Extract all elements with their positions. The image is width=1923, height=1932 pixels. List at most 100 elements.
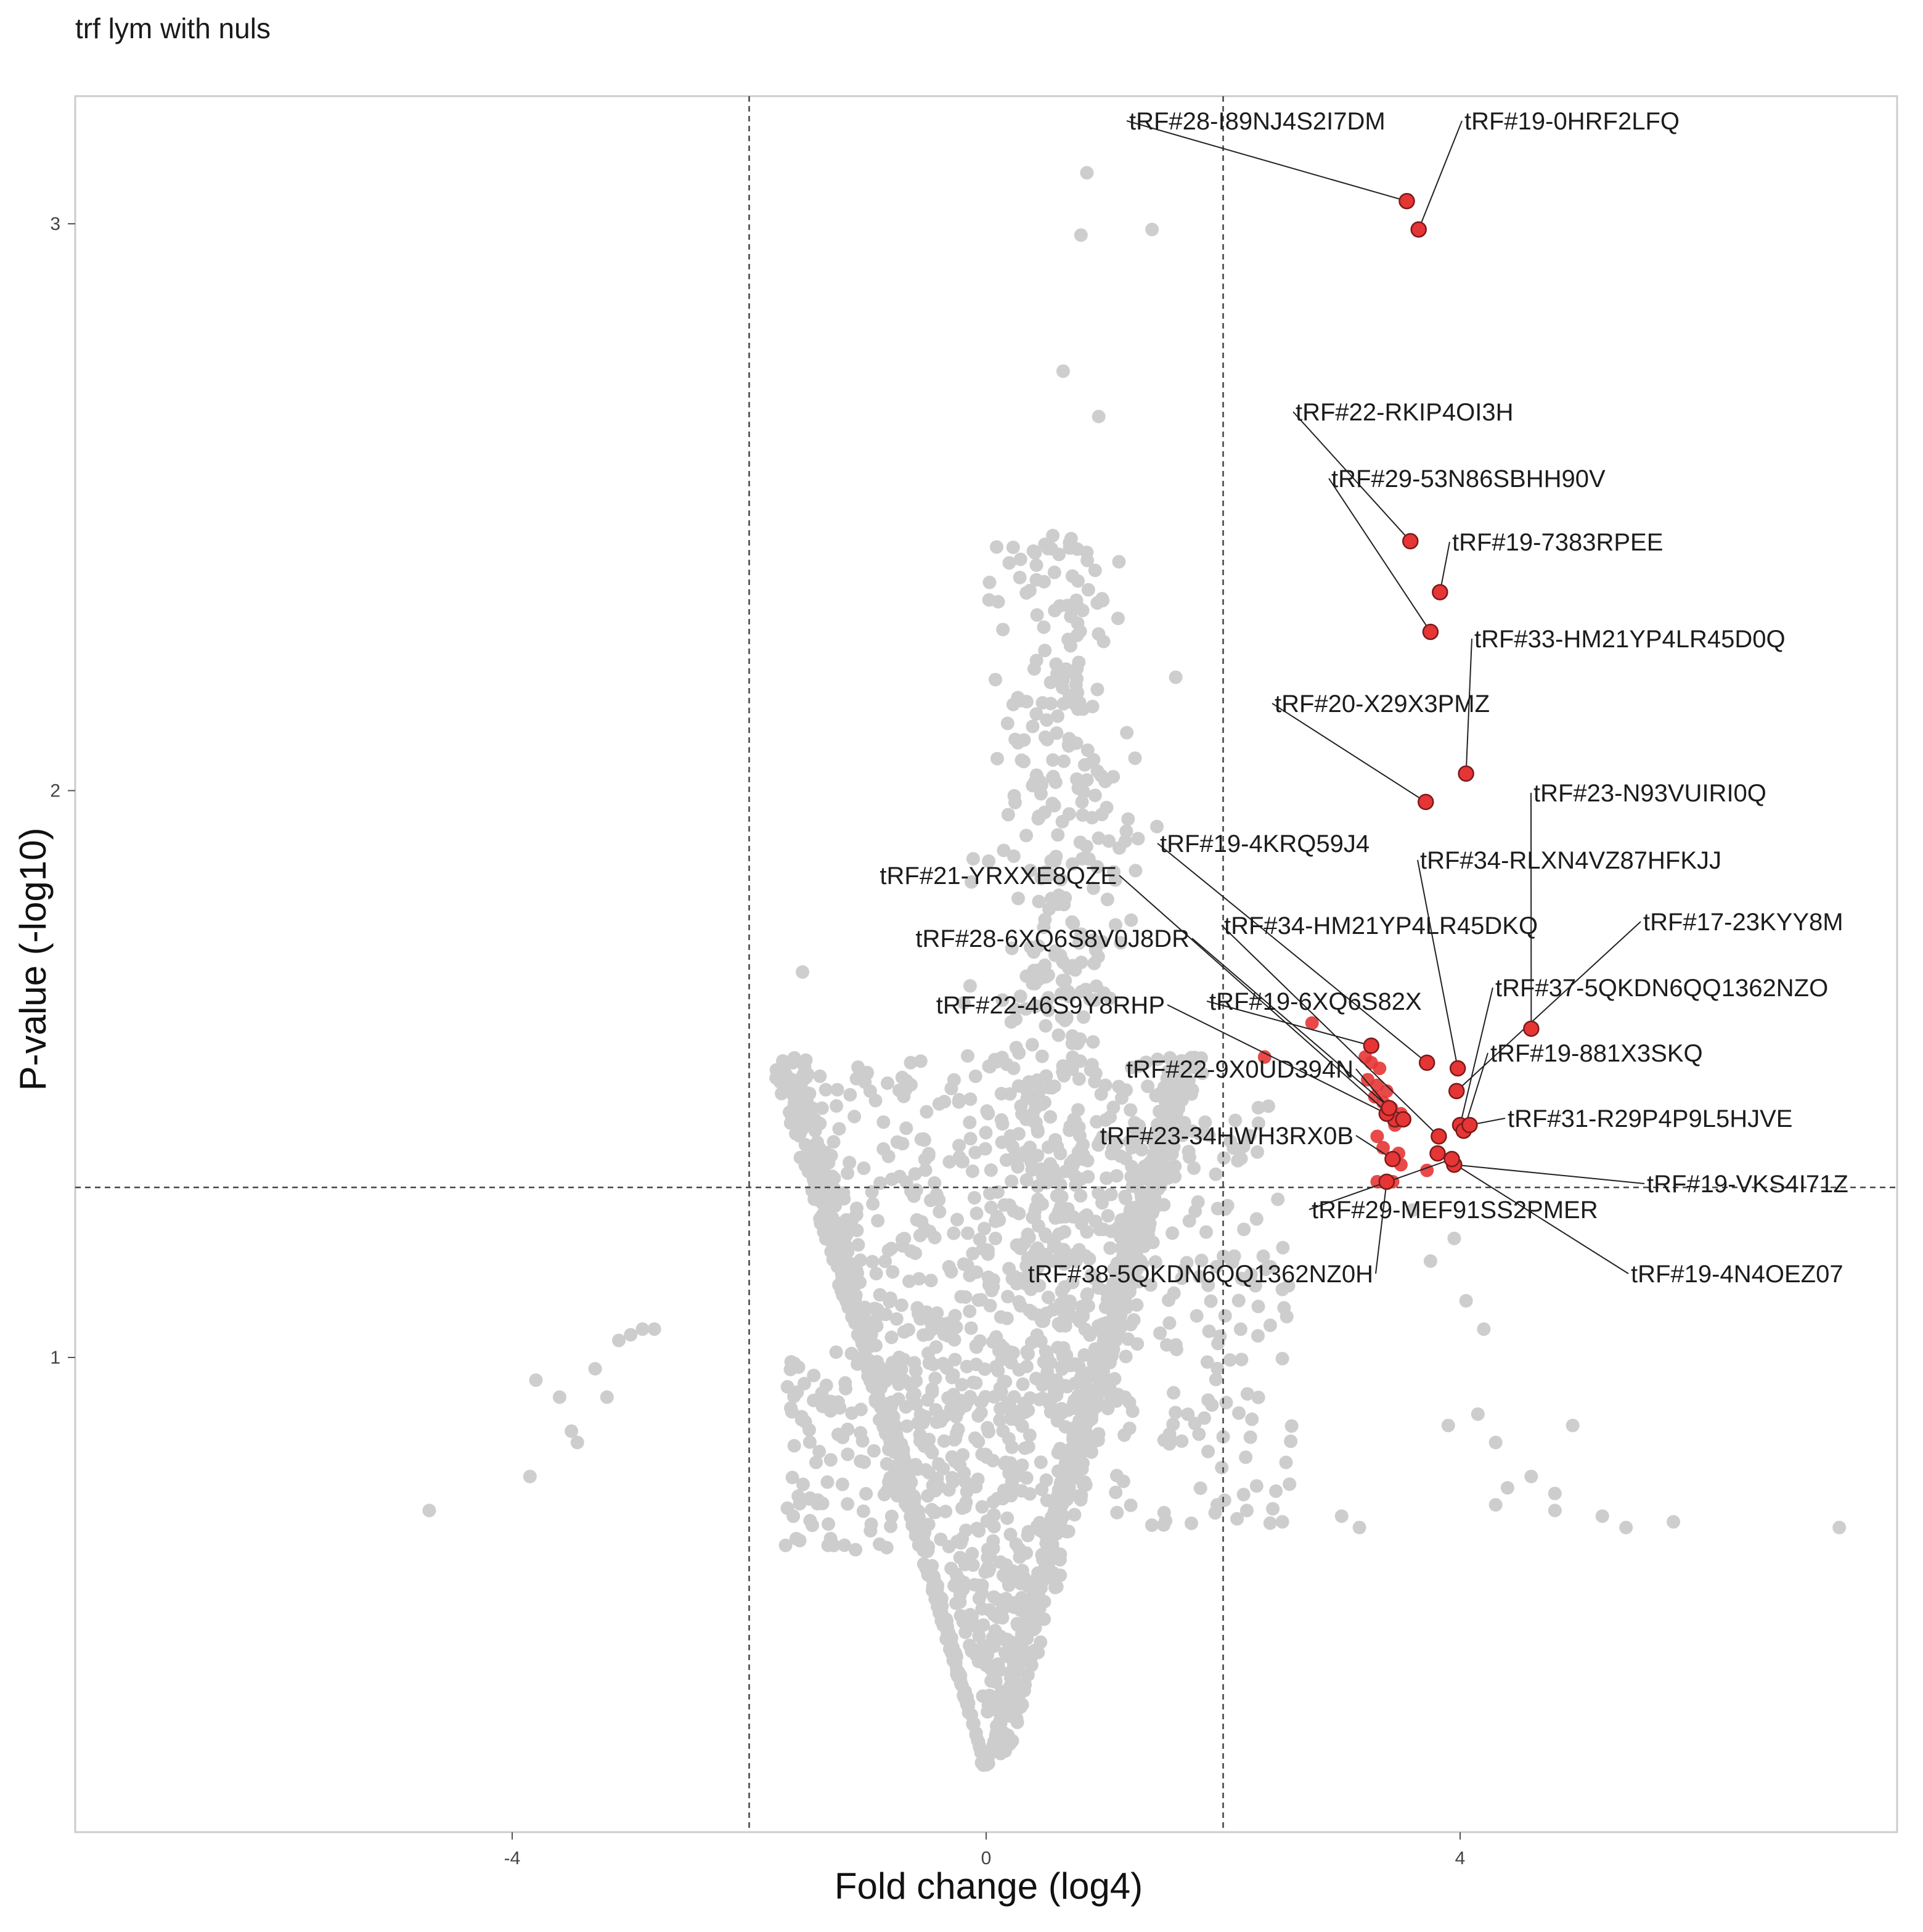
grey-point [1095, 935, 1109, 949]
grey-point [849, 1201, 864, 1216]
grey-point [1441, 1418, 1455, 1433]
grey-point [981, 1542, 995, 1557]
grey-point [796, 1084, 810, 1099]
point-label: tRF#22-RKIP4OI3H [1296, 399, 1513, 426]
grey-point [878, 1255, 892, 1269]
grey-point [1095, 1324, 1109, 1338]
grey-point [980, 1514, 994, 1528]
grey-point [1076, 604, 1090, 618]
leader-line [1418, 120, 1463, 230]
grey-point [1080, 1208, 1094, 1222]
grey-point [890, 1135, 904, 1149]
grey-point [1100, 800, 1114, 814]
grey-point [1256, 1249, 1270, 1263]
grey-point [807, 1369, 821, 1383]
grey-point [998, 1600, 1012, 1615]
grey-point [1108, 1372, 1122, 1386]
grey-point [1193, 1269, 1207, 1283]
grey-point [1249, 1479, 1264, 1493]
grey-point [778, 1538, 793, 1552]
grey-point [1058, 1378, 1072, 1393]
grey-point [987, 1608, 1001, 1622]
grey-point [825, 1169, 839, 1184]
grey-point [981, 1107, 995, 1121]
grey-point [1029, 558, 1043, 572]
grey-point [915, 1530, 929, 1544]
grey-point [950, 1667, 964, 1681]
grey-point [1130, 1298, 1144, 1312]
grey-point [1055, 1402, 1069, 1416]
red-point [1373, 1062, 1387, 1076]
y-tick-label: 3 [50, 214, 60, 234]
grey-point [1110, 1299, 1124, 1313]
grey-point [864, 1517, 878, 1531]
grey-point [1043, 1156, 1057, 1171]
grey-point [1040, 1365, 1055, 1379]
grey-point [1148, 1255, 1162, 1269]
grey-point [1066, 696, 1080, 710]
grey-point [1107, 1262, 1121, 1276]
red-point [1402, 533, 1419, 550]
grey-point [1005, 1475, 1019, 1489]
grey-point [966, 1558, 980, 1572]
grey-point [984, 1163, 998, 1177]
grey-point [994, 1385, 1008, 1399]
grey-point [1079, 1478, 1093, 1492]
grey-point [1201, 1278, 1215, 1292]
grey-point [1034, 1635, 1048, 1649]
grey-point [1073, 624, 1087, 639]
grey-point [1055, 1319, 1069, 1333]
grey-point [934, 1591, 948, 1605]
grey-point [877, 1488, 891, 1502]
grey-point [1024, 1658, 1039, 1672]
grey-point [1124, 913, 1138, 927]
label-leader-lines [1119, 120, 1645, 1274]
grey-point [1073, 1309, 1087, 1324]
grey-point [880, 1076, 894, 1091]
grey-point [972, 1629, 986, 1643]
grey-point [1251, 1300, 1265, 1314]
grey-point [1074, 1370, 1088, 1385]
grey-point [1131, 832, 1145, 846]
grey-point [1090, 1115, 1104, 1129]
grey-point [950, 1213, 964, 1227]
grey-point [1162, 1427, 1177, 1441]
grey-point [818, 1184, 832, 1198]
grey-point [1021, 1528, 1035, 1542]
grey-point [1054, 872, 1068, 886]
grey-point [1001, 808, 1015, 822]
grey-point [894, 1298, 908, 1312]
grey-point [1143, 1278, 1157, 1292]
grey-point [1157, 1505, 1171, 1520]
grey-point [968, 1578, 982, 1592]
grey-point [976, 1758, 990, 1772]
grey-point [1092, 831, 1106, 845]
point-label: tRF#31-R29P4P9L5HJVE [1508, 1105, 1792, 1132]
grey-point [823, 1394, 838, 1409]
grey-point [1104, 1187, 1118, 1201]
grey-point [1112, 1283, 1126, 1298]
grey-point [1120, 726, 1134, 740]
grey-point [960, 1484, 974, 1499]
grey-point [1277, 1301, 1291, 1315]
grey-point [832, 1237, 846, 1251]
grey-point [1134, 1234, 1148, 1248]
grey-point [963, 1132, 978, 1146]
grey-point [969, 1339, 983, 1353]
grey-point [908, 1167, 922, 1181]
x-tick-label: 4 [1455, 1848, 1466, 1869]
grey-point [1055, 986, 1069, 1001]
grey-point [884, 1362, 899, 1376]
grey-point [933, 1318, 947, 1332]
grey-point [1111, 612, 1125, 626]
red-point [1384, 1150, 1401, 1168]
grey-point [838, 1223, 852, 1237]
leader-line [1126, 120, 1407, 202]
grey-point [981, 1561, 995, 1575]
grey-point [859, 1487, 873, 1501]
grey-point [1110, 1322, 1124, 1336]
grey-point [1087, 1435, 1101, 1449]
grey-point [1234, 1152, 1248, 1166]
grey-point [570, 1435, 584, 1449]
grey-point [889, 1312, 904, 1326]
